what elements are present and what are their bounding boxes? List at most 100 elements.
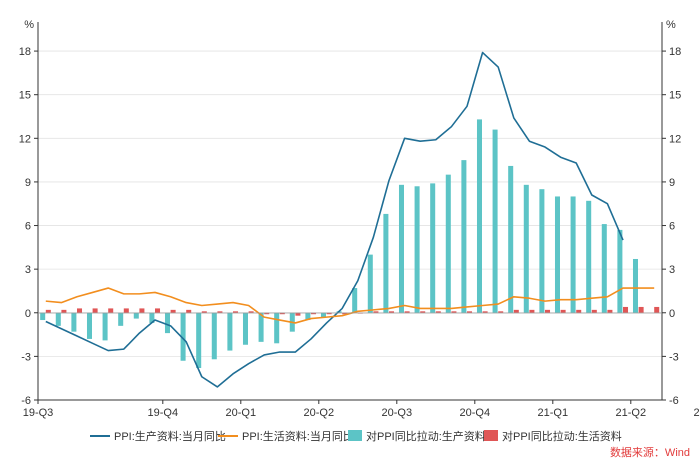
bar-s1-0 [45, 309, 51, 313]
ytick-label-left-3: 3 [25, 264, 31, 276]
xtick-label-3: 20-Q2 [304, 407, 335, 419]
legend-item-2: 对PPI同比拉动:生产资料 [348, 429, 486, 443]
bar-s0-36 [601, 224, 607, 313]
line-series-0 [45, 51, 624, 388]
bar-s1-9 [186, 309, 192, 313]
bar-s0-14 [258, 312, 264, 342]
source-note: 数据来源：Wind [610, 445, 690, 459]
bar-s1-16 [295, 312, 301, 316]
bar-s0-26 [445, 174, 451, 313]
bar-s0-30 [508, 165, 514, 313]
bar-s0-28 [476, 119, 482, 313]
xtick-label-5: 20-Q4 [460, 407, 491, 419]
bar-s1-36 [607, 309, 613, 313]
bars [40, 119, 660, 369]
bar-s0-35 [586, 200, 592, 313]
legend-label-2: 对PPI同比拉动:生产资料 [366, 429, 486, 443]
bar-s1-23 [404, 311, 410, 313]
legend-label-0: PPI:生产资料:当月同比 [114, 429, 226, 443]
bar-s1-17 [311, 312, 317, 315]
axes [37, 22, 663, 401]
ytick-label-right-5: 9 [669, 177, 675, 189]
legend-item-1: PPI:生活资料:当月同比 [218, 429, 354, 443]
ytick-label-right-7: 15 [669, 90, 681, 102]
bar-s0-9 [180, 312, 186, 361]
ytick-label-left-5: 9 [25, 177, 31, 189]
bar-s0-20 [352, 288, 358, 313]
ytick-label-right-8: 18 [669, 46, 681, 58]
bar-s0-23 [398, 184, 404, 313]
legend: PPI:生产资料:当月同比 PPI:生活资料:当月同比 对PPI同比拉动:生产资… [90, 429, 622, 443]
bar-s0-29 [492, 129, 498, 313]
y-unit-right: % [666, 19, 676, 31]
bar-s1-28 [482, 311, 488, 313]
bar-s0-27 [461, 160, 467, 313]
bar-s0-7 [149, 312, 155, 323]
x-ticks: 19-Q3 19-Q4 20-Q1 20-Q2 20-Q3 20-Q4 21-Q1 21-Q2… [23, 400, 700, 419]
ytick-label-left-4: 6 [25, 221, 31, 233]
bar-s1-29 [498, 311, 504, 313]
ytick-label-left-8: 18 [19, 46, 31, 58]
y-ticks: -6 -6 -3 -3 0 0 3 3 6 6 9 9 12 12 15 15 18 18 [19, 46, 682, 407]
bar-s0-4 [102, 312, 108, 341]
bar-s1-21 [373, 311, 379, 313]
ytick-label-left-1: -3 [21, 351, 31, 363]
bar-s1-24 [420, 311, 426, 313]
bar-s1-11 [217, 311, 223, 313]
ytick-label-left-7: 15 [19, 90, 31, 102]
bar-s1-32 [545, 309, 551, 313]
bar-s0-18 [320, 312, 326, 318]
bar-s0-15 [274, 312, 280, 344]
bar-s0-22 [383, 213, 389, 313]
bar-s0-24 [414, 186, 420, 313]
legend-label-1: PPI:生活资料:当月同比 [242, 429, 354, 443]
bar-s0-5 [118, 312, 124, 326]
bar-s1-22 [389, 311, 395, 313]
bar-s0-0 [40, 312, 46, 321]
bar-s1-1 [61, 309, 67, 313]
bar-s1-33 [560, 309, 566, 313]
bar-s0-37 [617, 229, 623, 313]
bar-s0-25 [430, 183, 436, 313]
bar-s0-32 [539, 189, 545, 313]
bar-s0-21 [367, 254, 373, 313]
bar-s1-30 [513, 309, 519, 313]
bar-s1-14 [264, 312, 270, 315]
bar-s1-2 [77, 308, 83, 313]
bar-s1-5 [123, 308, 129, 313]
bar-s1-37 [623, 306, 629, 313]
bar-s1-38 [638, 306, 644, 313]
bar-s0-11 [211, 312, 217, 360]
bar-s1-15 [279, 312, 285, 315]
bar-s0-10 [196, 312, 202, 369]
bar-s0-33 [554, 196, 560, 313]
bar-s0-38 [632, 258, 638, 313]
lines [45, 51, 655, 388]
bar-s1-3 [92, 308, 98, 313]
bar-s1-10 [201, 311, 207, 313]
ytick-label-right-0: -6 [669, 395, 679, 407]
bar-s1-27 [467, 311, 473, 313]
bar-s1-34 [576, 309, 582, 313]
bar-s1-8 [170, 309, 176, 313]
legend-swatch-2 [348, 430, 362, 441]
bar-s1-31 [529, 309, 535, 313]
bar-s0-13 [242, 312, 248, 345]
xtick-label-8: 21-Q3 [694, 407, 700, 419]
bar-s0-6 [133, 312, 139, 319]
bar-s0-34 [570, 196, 576, 313]
legend-item-3: 对PPI同比拉动:生活资料 [484, 429, 622, 443]
xtick-label-6: 21-Q1 [538, 407, 569, 419]
ytick-label-right-6: 12 [669, 133, 681, 145]
ytick-label-right-1: -3 [669, 351, 679, 363]
xtick-label-7: 21-Q2 [616, 407, 647, 419]
bar-s0-12 [227, 312, 233, 351]
y-unit-left: % [24, 19, 34, 31]
bar-s0-8 [164, 312, 170, 334]
bar-s1-39 [654, 306, 660, 313]
ytick-label-right-2: 0 [669, 308, 675, 320]
ytick-label-right-3: 3 [669, 264, 675, 276]
xtick-label-4: 20-Q3 [382, 407, 413, 419]
bar-s1-26 [451, 311, 457, 313]
